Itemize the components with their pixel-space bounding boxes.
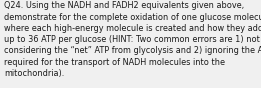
Text: Q24. Using the NADH and FADH2 equivalents given above,
demonstrate for the compl: Q24. Using the NADH and FADH2 equivalent… bbox=[4, 1, 261, 78]
